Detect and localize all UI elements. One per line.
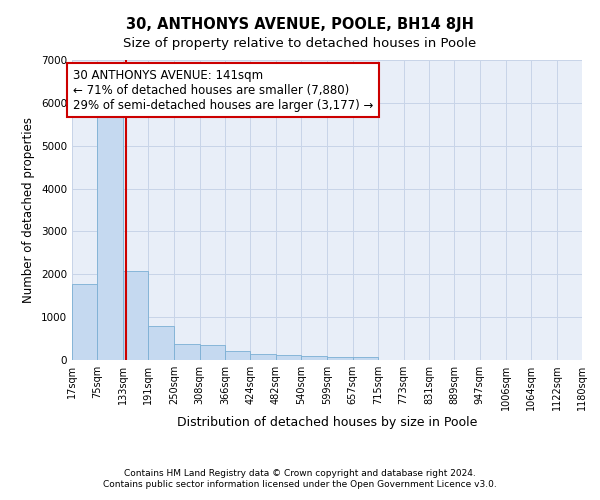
X-axis label: Distribution of detached houses by size in Poole: Distribution of detached houses by size … [177,416,477,429]
Y-axis label: Number of detached properties: Number of detached properties [22,117,35,303]
Bar [250,354,276,360]
Bar [225,352,250,360]
Bar [200,346,225,360]
Bar [301,356,327,360]
Bar [72,284,97,360]
Bar [174,344,200,360]
Bar [353,357,378,360]
Text: 30, ANTHONYS AVENUE, POOLE, BH14 8JH: 30, ANTHONYS AVENUE, POOLE, BH14 8JH [126,18,474,32]
Bar [148,326,174,360]
Bar [123,271,148,360]
Text: Contains public sector information licensed under the Open Government Licence v3: Contains public sector information licen… [103,480,497,489]
Text: Size of property relative to detached houses in Poole: Size of property relative to detached ho… [124,38,476,51]
Bar [276,356,301,360]
Bar [327,356,353,360]
Text: Contains HM Land Registry data © Crown copyright and database right 2024.: Contains HM Land Registry data © Crown c… [124,468,476,477]
Text: 30 ANTHONYS AVENUE: 141sqm
← 71% of detached houses are smaller (7,880)
29% of s: 30 ANTHONYS AVENUE: 141sqm ← 71% of deta… [73,68,373,112]
Bar [97,114,123,360]
